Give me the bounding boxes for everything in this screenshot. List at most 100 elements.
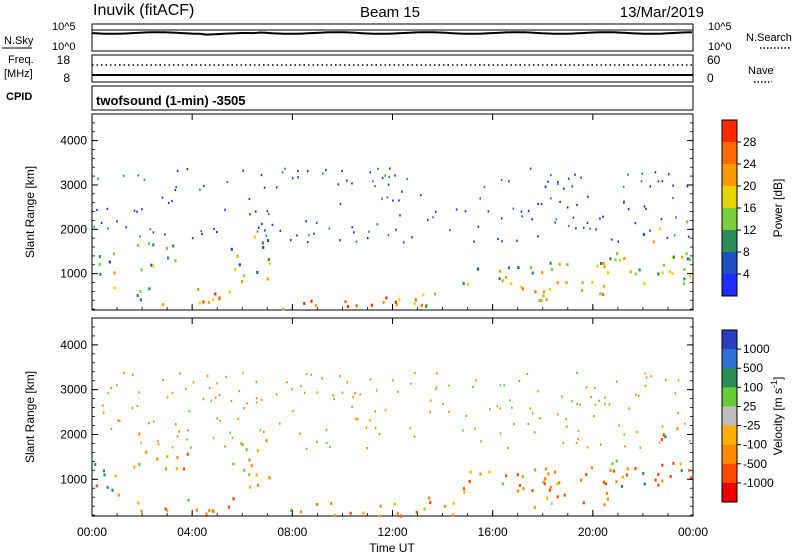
y-axis-label: Slant Range [km] [23, 166, 37, 258]
power-scatter-point [654, 171, 657, 174]
velocity-echo [166, 509, 169, 513]
velocity-echo [611, 462, 614, 466]
velocity-scatter-point [255, 380, 258, 384]
velocity-scatter-point [430, 399, 432, 402]
power-scatter-point [512, 207, 515, 210]
velocity-scatter-point [577, 438, 579, 441]
velocity-echo [556, 495, 559, 499]
power-scatter-point [171, 199, 173, 203]
velocity-data-layer [94, 371, 694, 518]
velocity-scatter-point [409, 427, 412, 430]
colorbar-segment [722, 120, 737, 143]
power-echo [672, 255, 676, 259]
velocity-echo [582, 501, 585, 505]
power-scatter-point [248, 197, 251, 200]
velocity-scatter-point [166, 396, 169, 399]
velocity-scatter-point [242, 372, 244, 375]
velocity-echo [585, 473, 588, 477]
power-echo [538, 299, 541, 302]
nsky-strip-frame [91, 23, 694, 52]
velocity-scatter-point [300, 385, 302, 388]
power-scatter-point [297, 169, 299, 172]
velocity-scatter-point [366, 447, 368, 450]
velocity-echo [102, 469, 105, 473]
power-scatter-point [271, 223, 274, 226]
nsky-label: N.Sky [4, 35, 34, 47]
power-scatter-point [401, 190, 403, 193]
velocity-echo [580, 478, 583, 482]
colorbar-segment [722, 208, 737, 231]
power-scatter-point [449, 229, 451, 232]
velocity-scatter-point [326, 441, 328, 444]
velocity-echo [501, 482, 504, 486]
power-scatter-point [281, 171, 284, 174]
power-scatter-point [191, 237, 194, 240]
velocity-scatter-point [374, 426, 377, 429]
power-scatter-point [487, 210, 490, 213]
power-echo [394, 300, 397, 304]
velocity-echo [606, 497, 609, 501]
nsearch-bottom-tick: 10^0 [708, 41, 732, 53]
velocity-scatter-point [131, 406, 134, 410]
power-scatter-point [176, 170, 179, 173]
power-scatter-point [559, 200, 561, 203]
power-echo [385, 296, 388, 300]
velocity-scatter-point [255, 401, 258, 404]
freq-unit: [MHz] [4, 68, 33, 80]
velocity-scatter-point [246, 402, 248, 405]
velocity-echo [549, 485, 552, 489]
x-tick-label: 00:00 [77, 525, 107, 539]
power-echo [662, 263, 666, 267]
velocity-scatter-point [259, 429, 262, 432]
velocity-echo [265, 439, 268, 443]
power-scatter-point [201, 233, 203, 236]
power-scatter-point [649, 185, 652, 188]
power-scatter-point [634, 222, 637, 225]
power-scatter-point [268, 213, 270, 216]
power-scatter-point [366, 237, 369, 240]
power-echo [230, 247, 233, 251]
power-scatter-point [175, 186, 177, 189]
power-echo [113, 286, 116, 290]
power-scatter-point [261, 222, 263, 225]
velocity-echo [661, 479, 664, 483]
velocity-scatter-point [436, 372, 438, 375]
cpid-strip-frame [91, 85, 694, 111]
velocity-scatter-point [138, 433, 140, 436]
power-echo [344, 300, 347, 303]
colorbar-tick-label: 25 [743, 399, 757, 413]
power-scatter-point [368, 230, 370, 233]
power-scatter-point [527, 209, 530, 212]
power-echo [498, 269, 502, 273]
velocity-scatter-point [496, 405, 499, 408]
power-echo [197, 288, 200, 291]
power-scatter-point [389, 167, 391, 170]
power-scatter-point [582, 226, 585, 229]
power-scatter-point [627, 208, 630, 211]
power-echo [671, 255, 674, 259]
velocity-scatter-point [237, 417, 240, 420]
nsearch-top-tick: 10^5 [708, 21, 732, 33]
power-echo [661, 271, 664, 275]
power-echo [681, 255, 684, 259]
colorbar-tick-label: 12 [743, 223, 757, 237]
power-scatter-point [315, 221, 318, 224]
power-echo [202, 300, 205, 304]
velocity-echo [256, 449, 259, 453]
velocity-echo [660, 438, 663, 442]
velocity-scatter-point [138, 432, 141, 435]
power-scatter-point [622, 185, 625, 188]
velocity-echo [429, 501, 432, 505]
velocity-scatter-point [229, 431, 231, 434]
velocity-scatter-point [332, 394, 335, 397]
velocity-echo [603, 503, 606, 507]
velocity-scatter-point [499, 407, 502, 410]
velocity-scatter-point [351, 405, 353, 408]
power-scatter-point [152, 231, 155, 234]
velocity-echo [505, 474, 508, 478]
date-title: 13/Mar/2019 [620, 4, 704, 21]
y-tick-label: 2000 [60, 222, 87, 236]
velocity-scatter-point [102, 411, 105, 414]
power-echo [476, 267, 480, 271]
velocity-scatter-point [329, 445, 331, 449]
